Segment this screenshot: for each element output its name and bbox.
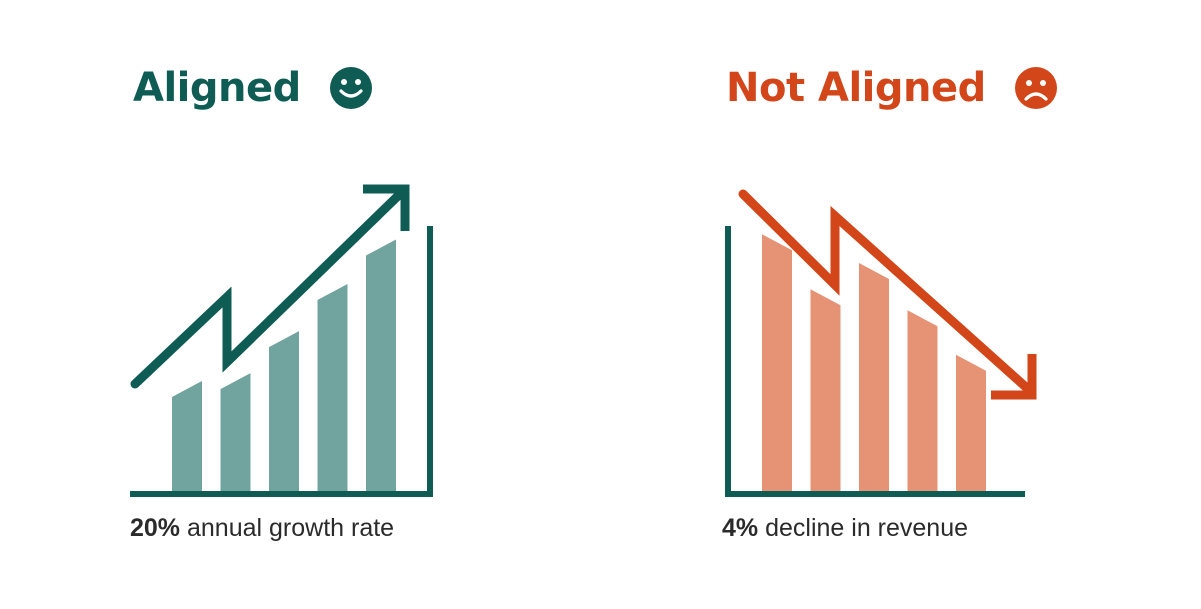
trend-up-arrow-icon <box>130 184 410 389</box>
aligned-heading: Aligned <box>133 65 301 111</box>
not-aligned-bar <box>956 354 986 491</box>
not-aligned-bar <box>859 263 889 491</box>
aligned-chart <box>130 184 433 497</box>
frowning-face-icon <box>1014 67 1057 109</box>
aligned-axes <box>130 226 433 497</box>
not-aligned-bars <box>762 234 986 492</box>
not-aligned-axes <box>725 226 1025 497</box>
aligned-bar <box>366 239 396 491</box>
aligned-bar <box>317 284 348 491</box>
not-aligned-heading-row: Not Aligned <box>726 60 1058 116</box>
aligned-bar <box>172 380 202 491</box>
not-aligned-heading: Not Aligned <box>726 65 986 111</box>
aligned-bar <box>220 373 251 491</box>
not-aligned-bar <box>762 234 792 492</box>
aligned-bar <box>269 331 299 491</box>
not-aligned-caption-value: 4% <box>722 514 759 542</box>
aligned-panel: Aligned 20% annual growth rate <box>0 0 600 609</box>
aligned-heading-row: Aligned <box>133 60 373 116</box>
aligned-caption-value: 20% <box>130 514 181 542</box>
not-aligned-caption: 4% decline in revenue <box>722 510 968 546</box>
not-aligned-bar <box>810 289 841 491</box>
aligned-bars <box>172 239 396 491</box>
smiley-face-icon <box>329 67 372 109</box>
not-aligned-chart <box>725 189 1037 497</box>
aligned-caption-text: annual growth rate <box>187 514 395 542</box>
not-aligned-bar <box>907 310 938 491</box>
trend-down-arrow-icon <box>738 189 1037 400</box>
not-aligned-caption-text: decline in revenue <box>765 514 969 542</box>
not-aligned-panel: Not Aligned 4% decline in revenue <box>600 0 1201 609</box>
aligned-caption: 20% annual growth rate <box>130 510 394 546</box>
